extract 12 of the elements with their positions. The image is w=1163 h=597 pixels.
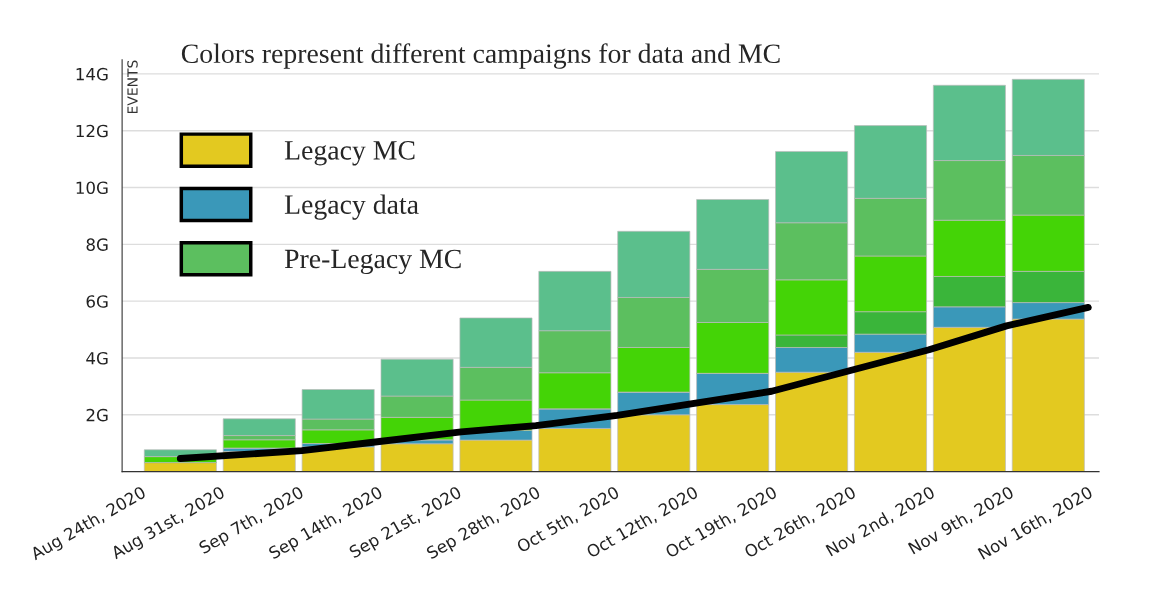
y-tick-label: 12G (76, 124, 108, 138)
y-tick-label: 6G (86, 295, 108, 308)
annotation: Colors represent different campaigns for data and MC (181, 43, 780, 69)
legend-label: Legacy data (284, 194, 419, 220)
y-tick-label: 4G (86, 351, 108, 365)
legend-label: Legacy MC (284, 141, 415, 166)
legend-label: Pre-Legacy MC (284, 249, 461, 275)
y-tick-label: 10G (76, 181, 108, 195)
y-axis-title: EVENTS (127, 60, 138, 114)
y-tick-label: 2G (86, 408, 108, 422)
y-tick-label: 14G (76, 67, 108, 81)
y-tick-label: 8G (86, 238, 108, 251)
